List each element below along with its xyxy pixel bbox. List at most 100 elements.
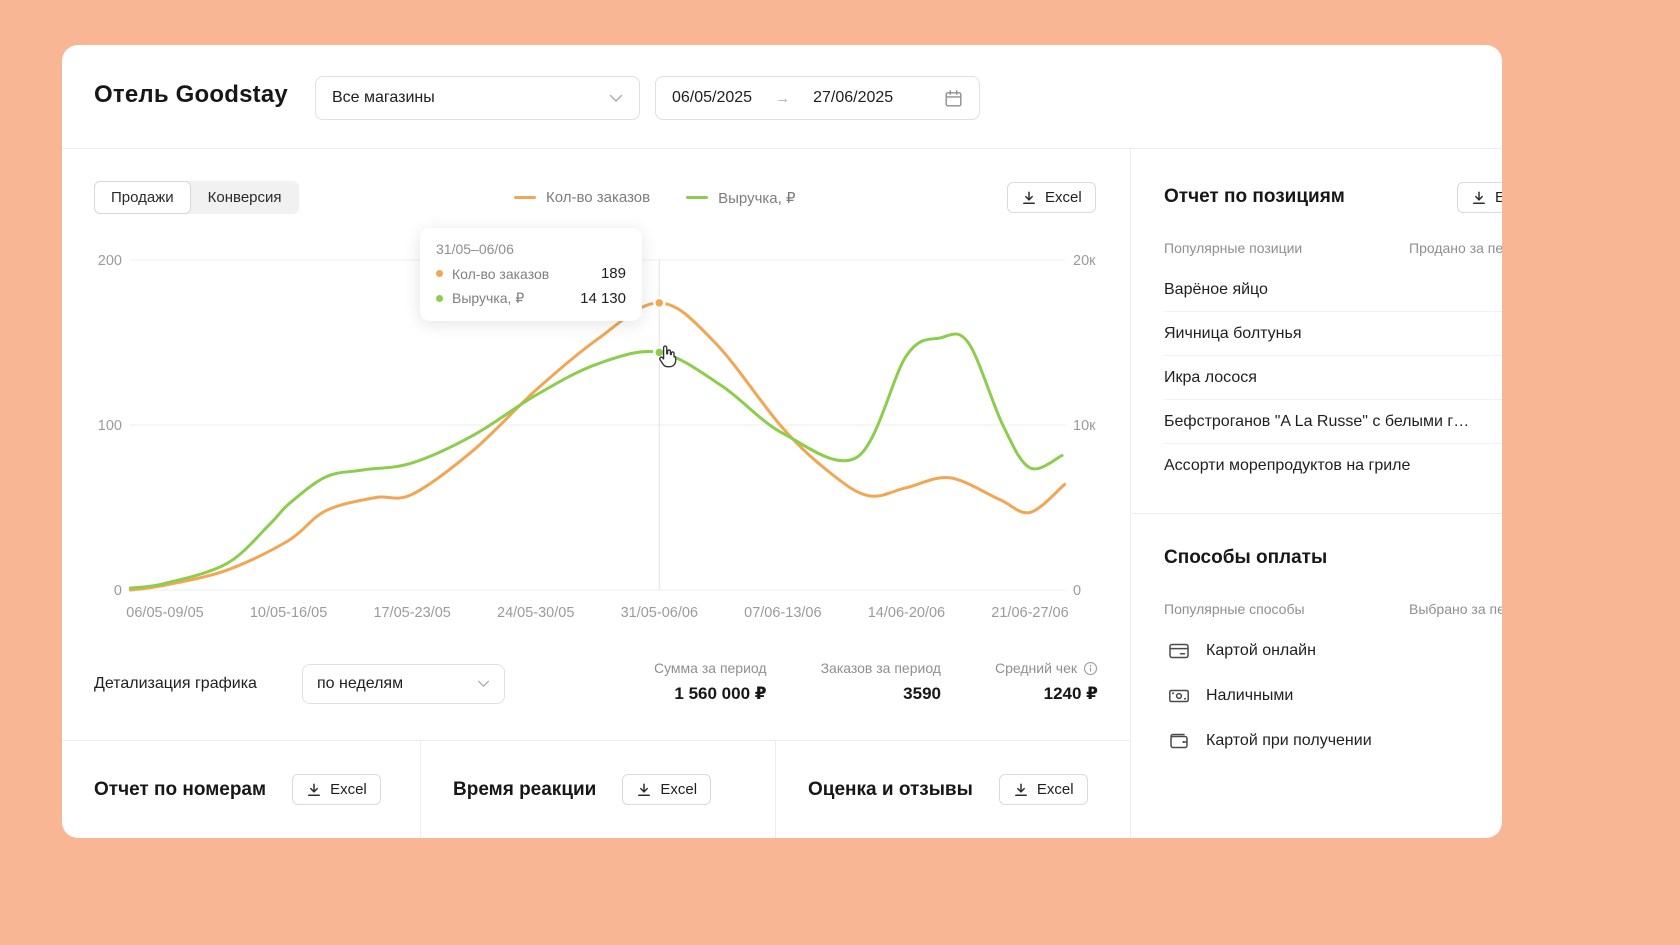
legend-label: Кол-во заказов <box>546 189 651 206</box>
position-item: Икра лосося <box>1164 356 1502 400</box>
bottom-reports: Отчет по номерам Excel Время реакции Excel О… <box>62 740 1130 838</box>
y-axis-label-right: 0 <box>1073 583 1081 599</box>
highlight-dot <box>653 296 666 310</box>
download-icon <box>1013 782 1029 798</box>
report-title: Отчет по номерам <box>94 778 267 800</box>
positions-list: Варёное яйцо Яичница болтунья Икра лосося Б… <box>1164 268 1502 488</box>
stat-item: Заказов за период 3590 <box>821 660 941 704</box>
y-axis-label-right: 10к <box>1073 418 1096 434</box>
payments-column-header: Популярные способы <box>1164 601 1305 617</box>
view-tabs: Продажи Конверсия <box>94 181 299 214</box>
positions-report-title: Отчет по позициям <box>1164 186 1345 207</box>
x-axis-label: 10/05-16/05 <box>250 605 327 621</box>
mouse-cursor-icon <box>654 344 679 374</box>
excel-button-label: Excel <box>660 781 698 798</box>
dashboard-card: Отель Goodstay Все магазины 06/05/2025 →… <box>62 45 1502 838</box>
stat-item: Средний чек 1240 ₽ <box>995 660 1098 704</box>
download-icon <box>1471 190 1487 206</box>
position-item: Ассорти морепродуктов на гриле <box>1164 457 1411 474</box>
position-item: Бефстроганов "A La Russe" с белыми г… <box>1164 400 1502 444</box>
payment-method-item: Наличными <box>1167 673 1502 718</box>
legend-item: Выручка, ₽ <box>686 189 796 207</box>
excel-button-label: Excel <box>1036 781 1074 798</box>
chart-tooltip: 31/05–06/06 Кол-во заказов 189 Выручка, ₽ 1… <box>420 228 642 321</box>
date-range-picker[interactable]: 06/05/2025 → 27/06/2025 <box>655 76 980 120</box>
y-axis-label-right: 20к <box>1073 253 1096 269</box>
payment-method-label: Наличными <box>1206 686 1294 704</box>
x-axis-label: 14/06-20/06 <box>868 605 945 621</box>
payments-chosen-column-header: Выбрано за период <box>1409 601 1502 617</box>
download-icon <box>636 782 652 798</box>
card-icon <box>1167 639 1191 663</box>
stat-value: 3590 <box>903 684 941 703</box>
position-item: Яичница болтунья <box>1164 312 1502 356</box>
cash-icon <box>1167 684 1191 708</box>
arrow-right-icon: → <box>775 89 791 107</box>
report-cell: Отчет по номерам Excel <box>62 741 420 838</box>
report-title: Время реакции <box>453 778 597 800</box>
sidebar-section-divider <box>1131 513 1502 514</box>
wallet-icon <box>1167 729 1191 753</box>
x-axis-label: 24/05-30/05 <box>497 605 574 621</box>
tooltip-period: 31/05–06/06 <box>436 241 514 257</box>
legend-label: Выручка, ₽ <box>718 189 796 207</box>
tooltip-series-dot <box>436 270 443 277</box>
page-title: Отель Goodstay <box>94 81 288 108</box>
sales-chart[interactable]: 0 100 200 0 10к 20к 06/05-09/05 10/05-16/05 17/0… <box>92 240 1102 630</box>
tooltip-row: Кол-во заказов 189 <box>436 265 626 282</box>
x-axis-label: 31/05-06/06 <box>621 605 698 621</box>
sidebar: Отчет по позициям Excel Популярные позиц… <box>1130 148 1502 838</box>
positions-excel-button[interactable]: Excel <box>1457 182 1502 213</box>
y-axis-label-left: 200 <box>98 253 122 269</box>
tooltip-series-label: Кол-во заказов <box>452 265 550 282</box>
download-icon <box>1021 190 1037 206</box>
excel-download-button[interactable]: Excel <box>292 774 381 805</box>
info-icon <box>1083 661 1098 676</box>
payment-methods-list: Картой онлайн Наличными Картой при получен… <box>1167 628 1502 763</box>
date-to: 27/06/2025 <box>813 89 894 106</box>
y-axis-label-left: 100 <box>98 418 122 434</box>
report-cell: Оценка и отзывы Excel <box>775 741 1130 838</box>
position-item: Варёное яйцо <box>1164 268 1502 312</box>
series-line <box>128 332 1064 590</box>
chart-tooltip-rows: Кол-во заказов 189 Выручка, ₽ 14 130 <box>436 265 626 307</box>
tab-sales[interactable]: Продажи <box>94 181 191 214</box>
x-axis-label: 07/06-13/06 <box>744 605 821 621</box>
excel-download-button[interactable]: Excel <box>998 774 1088 805</box>
tab-conversion[interactable]: Конверсия <box>191 181 299 214</box>
excel-button-label: Excel <box>330 781 367 798</box>
payment-method-item: Картой при получении <box>1167 718 1502 763</box>
report-cell: Время реакции Excel <box>420 741 775 838</box>
chart-legend: Кол-во заказов Выручка, ₽ <box>514 181 796 214</box>
detail-label: Детализация графика <box>94 675 257 692</box>
store-select[interactable]: Все магазины <box>315 76 640 120</box>
date-from: 06/05/2025 <box>672 89 753 106</box>
stat-value: 1240 ₽ <box>1043 684 1098 703</box>
calendar-icon <box>944 89 963 108</box>
excel-download-button[interactable]: Excel <box>1007 182 1096 213</box>
payment-method-item: Картой онлайн <box>1167 628 1502 673</box>
payment-methods-title: Способы оплаты <box>1164 547 1328 568</box>
detail-select-value: по неделям <box>317 675 404 692</box>
legend-swatch <box>514 196 536 199</box>
excel-download-button[interactable]: Excel <box>622 774 712 805</box>
stat-label: Сумма за период <box>653 660 767 676</box>
x-axis-label: 06/05-09/05 <box>126 605 203 621</box>
y-axis-label-left: 0 <box>114 583 122 599</box>
period-stats: Сумма за период 1 560 000 ₽ Заказов за пер… <box>654 660 1098 704</box>
chevron-down-icon <box>609 94 623 103</box>
download-icon <box>306 782 322 798</box>
x-axis-label: 17/05-23/05 <box>373 605 450 621</box>
detail-select[interactable]: по неделям <box>302 664 505 704</box>
tooltip-series-value: 14 130 <box>580 290 626 307</box>
tooltip-series-dot <box>436 295 443 302</box>
excel-button-label: Excel <box>1495 189 1502 206</box>
tooltip-series-value: 189 <box>600 265 626 282</box>
store-select-value: Все магазины <box>332 89 435 106</box>
payment-method-label: Картой онлайн <box>1206 641 1316 659</box>
payment-method-label: Картой при получении <box>1206 731 1372 749</box>
tooltip-row: Выручка, ₽ 14 130 <box>436 290 626 307</box>
legend-item: Кол-во заказов <box>514 189 650 206</box>
positions-column-header: Популярные позиции <box>1164 240 1303 256</box>
report-title: Оценка и отзывы <box>808 778 973 800</box>
